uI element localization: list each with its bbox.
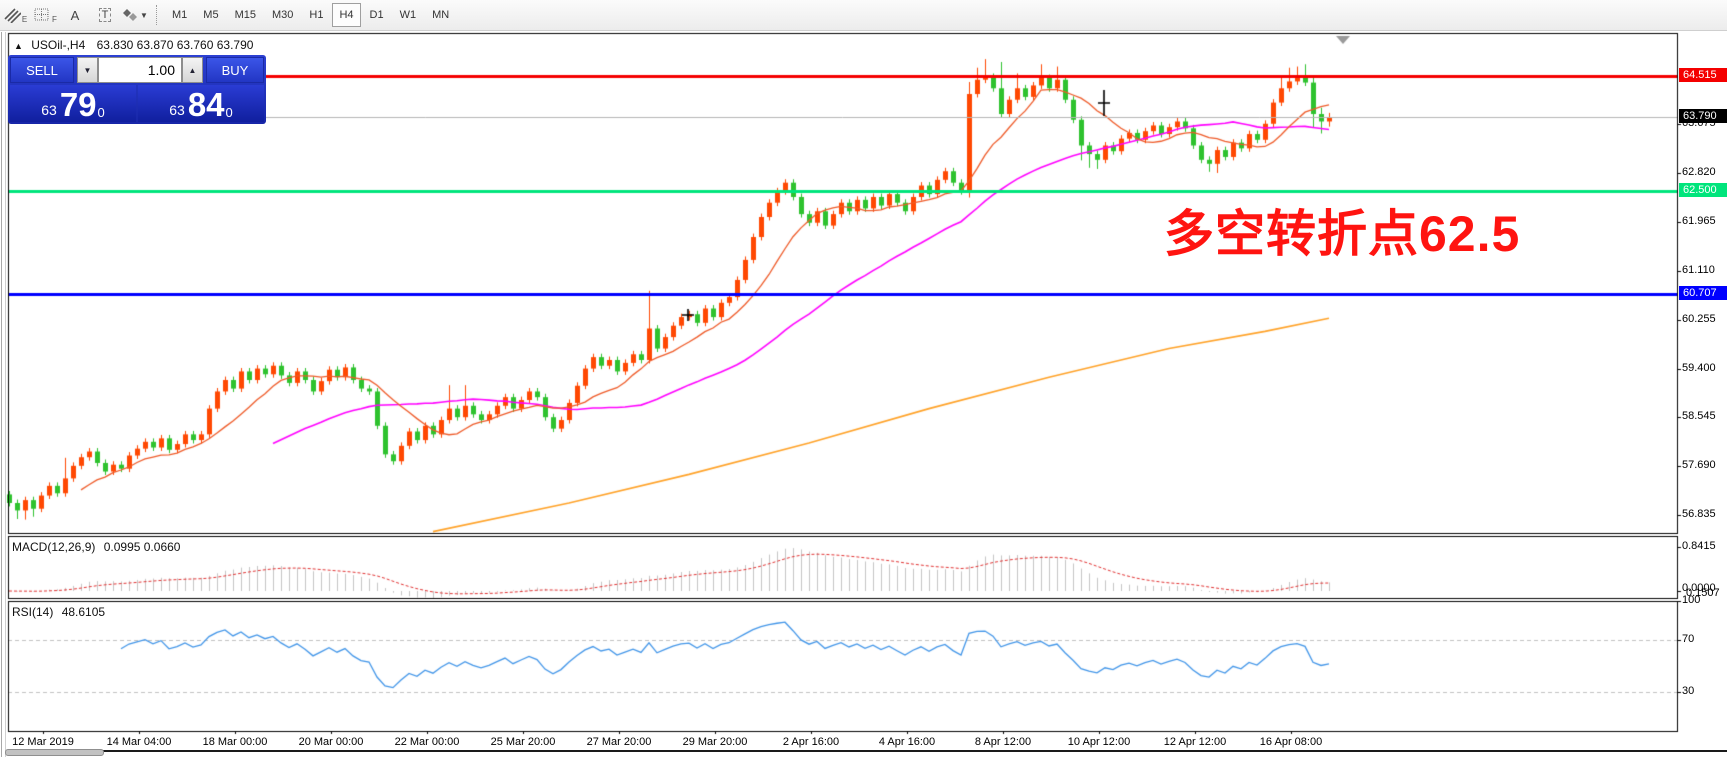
rsi-indicator-label: RSI(14) 48.6105	[12, 605, 105, 619]
price-tick-label: 62.820	[1682, 165, 1716, 178]
time-axis-label: 18 Mar 00:00	[202, 736, 268, 748]
up-triangle-icon: ▲	[14, 41, 23, 51]
time-axis-label: 10 Apr 12:00	[1067, 736, 1131, 748]
timeframe-button-m15[interactable]: M15	[234, 9, 256, 21]
symbol-label: USOil-,H4	[31, 38, 86, 52]
timeframe-button-mn[interactable]: MN	[432, 9, 450, 21]
time-axis-label: 22 Mar 00:00	[394, 736, 460, 748]
buy-price-display[interactable]: 63 84 0	[138, 85, 264, 122]
price-tick-label: 56.835	[1682, 508, 1716, 521]
macd-axis-label: 0.8415	[1682, 539, 1716, 552]
spin-down-icon: ▼	[83, 65, 92, 75]
timeframe-button-d1[interactable]: D1	[369, 9, 384, 21]
timeframe-button-h4[interactable]: H4	[332, 3, 361, 27]
grid-tool-button[interactable]: F	[31, 2, 59, 28]
timeframe-button-m1[interactable]: M1	[172, 9, 188, 21]
crosshair-tool-button[interactable]: E	[1, 2, 29, 28]
macd-axis-label: 0.0000	[1682, 582, 1716, 594]
time-axis-label: 4 Apr 16:00	[878, 736, 936, 748]
horizontal-scrollbar-thumb[interactable]	[5, 749, 104, 756]
sell-price-big: 79	[59, 86, 97, 123]
price-badge-62.500: 62.500	[1679, 183, 1727, 198]
time-axis-label: 27 Mar 20:00	[586, 736, 652, 748]
hatch-icon	[4, 8, 21, 23]
price-badge-64.515: 64.515	[1679, 68, 1727, 82]
rsi-axis-label: 100	[1682, 594, 1701, 606]
time-axis-label: 8 Apr 12:00	[974, 736, 1032, 748]
price-tick-label: 57.690	[1682, 459, 1716, 472]
time-axis-label: 14 Mar 04:00	[106, 736, 172, 748]
volume-input[interactable]: 1.00	[98, 57, 182, 83]
time-axis-label: 25 Mar 20:00	[490, 736, 556, 748]
window-bottom-border	[5, 750, 1727, 752]
price-tick-label: 59.400	[1682, 361, 1716, 374]
price-tick-label: 58.545	[1682, 410, 1716, 423]
sell-button[interactable]: SELL	[10, 57, 74, 83]
text-label-tool-button[interactable]: A	[61, 2, 89, 28]
timeframe-button-m30[interactable]: M30	[271, 9, 294, 21]
text-box-icon: T	[98, 8, 112, 22]
rsi-name: RSI(14)	[12, 605, 54, 619]
rsi-axis-label: 30	[1682, 685, 1695, 697]
one-click-trading-panel: SELL ▼ 1.00 ▲ BUY 63 79 0 63 84 0	[8, 55, 266, 124]
price-tick-label: 61.965	[1682, 214, 1716, 227]
time-axis-label: 2 Apr 16:00	[782, 736, 840, 748]
chart-text-annotation: 多空转折点62.5	[1164, 206, 1521, 262]
letter-a-icon: A	[70, 7, 80, 23]
toolbar: E F A T ▼ M1 M5 M15 M30 H1 H4 D1 W1 MN	[0, 0, 1727, 31]
macd-axis-label: 0.1507	[1686, 587, 1720, 599]
rsi-axis-label: 70	[1682, 633, 1695, 645]
chevron-down-icon: ▼	[140, 10, 148, 20]
buy-price-sup: 0	[225, 105, 233, 120]
time-axis-label: 12 Mar 2019	[12, 736, 74, 748]
buy-price-prefix: 63	[169, 102, 185, 118]
sell-price-prefix: 63	[41, 102, 57, 118]
buy-button[interactable]: BUY	[206, 57, 264, 83]
window-left-edge	[1, 32, 2, 757]
macd-name: MACD(12,26,9)	[12, 540, 96, 554]
tool-sub-label: E	[21, 14, 28, 24]
price-badge-63.790: 63.790	[1679, 109, 1727, 124]
timeframe-button-w1[interactable]: W1	[399, 9, 417, 21]
price-tick-label: 61.110	[1682, 263, 1715, 276]
sell-price-display[interactable]: 63 79 0	[10, 85, 136, 122]
timeframe-button-h1[interactable]: H1	[309, 9, 324, 21]
window-left-edge-inner	[5, 32, 6, 757]
time-axis-label: 29 Mar 20:00	[682, 736, 748, 748]
timeframe-button-m5[interactable]: M5	[203, 9, 219, 21]
rsi-value: 48.6105	[61, 605, 106, 619]
text-box-tool-button[interactable]: T	[91, 2, 119, 28]
macd-values: 0.0995 0.0660	[103, 540, 181, 554]
chart-title: ▲ USOil-,H4 63.830 63.870 63.760 63.790	[14, 38, 253, 52]
spin-up-icon: ▲	[188, 65, 197, 75]
price-tick-label: 60.255	[1682, 312, 1716, 325]
tool-sub-label: F	[52, 14, 57, 24]
arrows-tool-button[interactable]: ▼	[121, 2, 149, 28]
ohlc-values: 63.830 63.870 63.760 63.790	[96, 38, 254, 52]
macd-indicator-label: MACD(12,26,9) 0.0995 0.0660	[12, 540, 180, 554]
price-badge-60.707: 60.707	[1679, 285, 1727, 300]
time-axis-label: 12 Apr 12:00	[1163, 736, 1227, 748]
grid-icon	[34, 8, 49, 21]
buy-price-big: 84	[187, 86, 225, 123]
arrows-icon	[123, 9, 138, 21]
time-axis-label: 20 Mar 00:00	[298, 736, 364, 748]
volume-increase-button[interactable]: ▲	[182, 57, 203, 83]
toolbar-separator	[156, 5, 158, 25]
volume-decrease-button[interactable]: ▼	[77, 57, 98, 83]
timeframe-group: M1 M5 M15 M30 H1 H4 D1 W1 MN	[164, 3, 457, 27]
sell-price-sup: 0	[97, 105, 105, 120]
time-axis-label: 16 Apr 08:00	[1259, 736, 1323, 748]
